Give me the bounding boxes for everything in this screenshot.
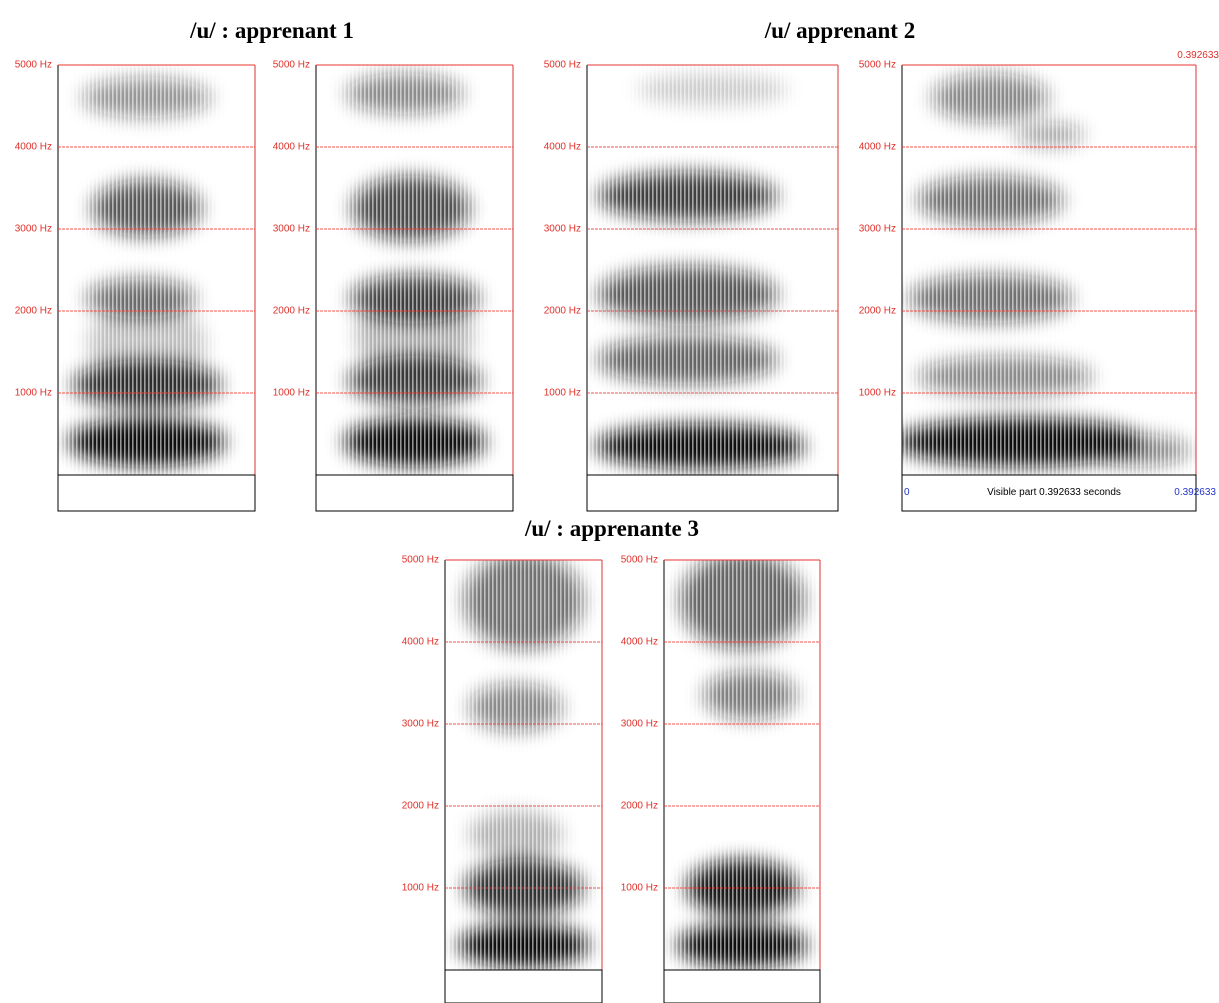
time-bar: [901, 474, 1197, 512]
y-tick-label: 1000 Hz: [544, 388, 581, 399]
spectrogram: [587, 65, 838, 475]
time-bar: [663, 969, 821, 1003]
spectrogram: [664, 560, 820, 970]
y-tick-label: 4000 Hz: [402, 637, 439, 648]
y-tick-label: 1000 Hz: [273, 388, 310, 399]
y-tick-label: 5000 Hz: [15, 60, 52, 71]
y-tick-label: 3000 Hz: [859, 224, 896, 235]
y-tick-label: 2000 Hz: [402, 801, 439, 812]
y-tick-label: 3000 Hz: [15, 224, 52, 235]
striations: [664, 560, 820, 970]
time-bar: [57, 474, 256, 512]
y-tick-label: 2000 Hz: [859, 306, 896, 317]
y-tick-label: 2000 Hz: [15, 306, 52, 317]
y-tick-label: 2000 Hz: [621, 801, 658, 812]
spectrogram: [445, 560, 602, 970]
y-tick-label: 1000 Hz: [621, 883, 658, 894]
y-tick-label: 2000 Hz: [273, 306, 310, 317]
spectrogram: [316, 65, 513, 475]
y-tick-label: 4000 Hz: [621, 637, 658, 648]
y-tick-label: 5000 Hz: [273, 60, 310, 71]
striations: [58, 65, 255, 475]
y-tick-label: 5000 Hz: [402, 555, 439, 566]
visible-part-label: Visible part 0.392633 seconds: [987, 487, 1121, 498]
y-tick-label: 1000 Hz: [402, 883, 439, 894]
y-tick-label: 5000 Hz: [544, 60, 581, 71]
y-tick-label: 1000 Hz: [15, 388, 52, 399]
time-bar: [444, 969, 603, 1003]
title: /u/ : apprenant 1: [189, 18, 354, 43]
time-label: 0.392633: [1177, 50, 1219, 61]
y-tick-label: 1000 Hz: [859, 388, 896, 399]
spectrogram: [902, 65, 1196, 475]
y-tick-label: 3000 Hz: [544, 224, 581, 235]
time-bar: [315, 474, 514, 512]
title: /u/ apprenant 2: [764, 18, 915, 43]
y-tick-label: 3000 Hz: [402, 719, 439, 730]
y-tick-label: 2000 Hz: [544, 306, 581, 317]
y-tick-label: 4000 Hz: [859, 142, 896, 153]
striations: [316, 65, 513, 475]
y-tick-label: 4000 Hz: [544, 142, 581, 153]
title: /u/ : apprenante 3: [524, 516, 699, 541]
spectrogram: [58, 65, 255, 475]
y-tick-label: 4000 Hz: [15, 142, 52, 153]
y-tick-label: 3000 Hz: [273, 224, 310, 235]
y-tick-label: 5000 Hz: [859, 60, 896, 71]
striations: [902, 65, 1196, 475]
striations: [445, 560, 602, 970]
y-tick-label: 3000 Hz: [621, 719, 658, 730]
time-label: 0.392633: [1174, 487, 1216, 498]
time-bar: [586, 474, 839, 512]
striations: [587, 65, 838, 475]
y-tick-label: 5000 Hz: [621, 555, 658, 566]
y-tick-label: 4000 Hz: [273, 142, 310, 153]
time-label: 0: [904, 487, 910, 498]
